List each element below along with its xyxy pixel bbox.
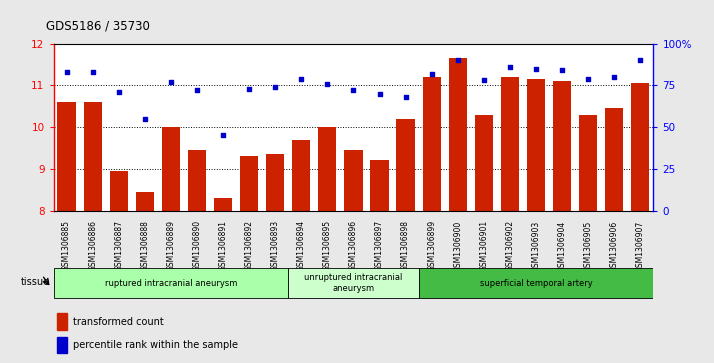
Bar: [56, 313, 67, 330]
Point: [635, 57, 646, 63]
Point: [269, 84, 281, 90]
Bar: [292, 140, 311, 211]
Bar: [84, 102, 102, 211]
Bar: [318, 127, 336, 211]
Point: [321, 81, 333, 86]
Bar: [214, 198, 232, 211]
Point: [583, 76, 594, 82]
Bar: [110, 171, 128, 211]
Bar: [475, 114, 493, 211]
Point: [217, 132, 228, 138]
Bar: [527, 79, 545, 211]
Point: [504, 64, 516, 70]
Bar: [136, 192, 154, 211]
Bar: [371, 160, 388, 211]
Text: ruptured intracranial aneurysm: ruptured intracranial aneurysm: [105, 279, 237, 287]
Point: [113, 89, 124, 95]
Bar: [162, 127, 180, 211]
Point: [139, 116, 151, 122]
Bar: [423, 77, 441, 211]
Point: [531, 66, 542, 72]
Bar: [54, 269, 288, 298]
Point: [348, 87, 359, 93]
Bar: [56, 337, 67, 354]
Bar: [188, 150, 206, 211]
Bar: [266, 154, 284, 211]
Bar: [631, 83, 650, 211]
Point: [478, 77, 490, 83]
Point: [452, 57, 463, 63]
Point: [61, 69, 72, 75]
Text: tissue: tissue: [21, 277, 50, 286]
Bar: [605, 108, 623, 211]
Text: percentile rank within the sample: percentile rank within the sample: [73, 340, 238, 350]
Text: transformed count: transformed count: [73, 317, 164, 327]
Text: GDS5186 / 35730: GDS5186 / 35730: [46, 20, 150, 33]
Bar: [448, 58, 467, 211]
Point: [556, 68, 568, 73]
Point: [608, 74, 620, 80]
Bar: [418, 269, 653, 298]
Point: [296, 76, 307, 82]
Point: [374, 91, 386, 97]
Bar: [288, 269, 418, 298]
Bar: [240, 156, 258, 211]
Bar: [57, 102, 76, 211]
Bar: [579, 114, 597, 211]
Text: unruptured intracranial
aneurysm: unruptured intracranial aneurysm: [304, 273, 403, 293]
Point: [400, 94, 411, 100]
Bar: [396, 119, 415, 211]
Point: [165, 79, 176, 85]
Bar: [344, 150, 363, 211]
Point: [243, 86, 255, 91]
Point: [87, 69, 99, 75]
Bar: [553, 81, 571, 211]
Text: superficial temporal artery: superficial temporal artery: [480, 279, 593, 287]
Bar: [501, 77, 519, 211]
Point: [426, 71, 438, 77]
Point: [191, 87, 203, 93]
